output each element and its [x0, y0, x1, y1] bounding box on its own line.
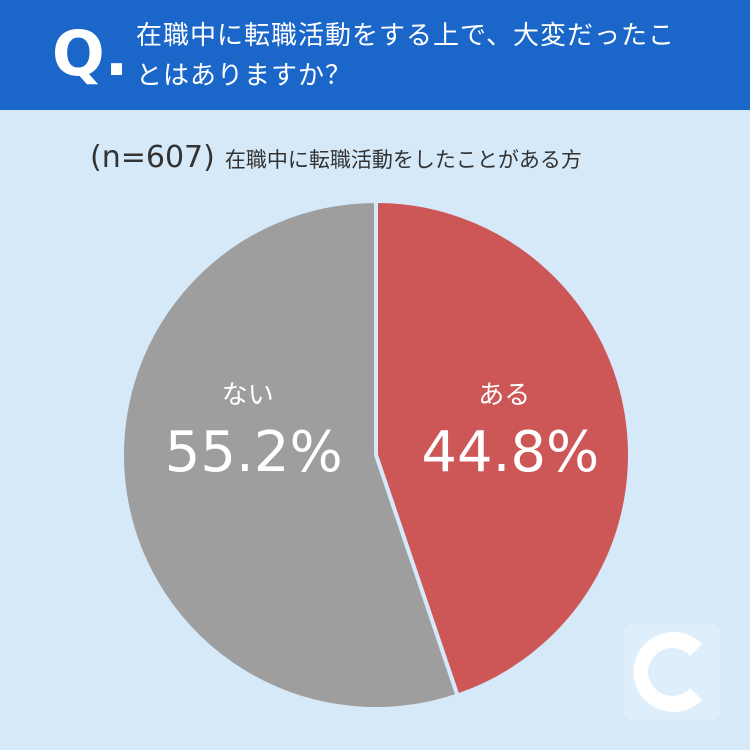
question: 在職中に転職活動をする上で、大変だったことはありますか？	[136, 21, 675, 91]
pie-slice	[120, 199, 460, 711]
subtitle: 在職中に転職活動をしたことがある方	[224, 148, 582, 172]
slice-label: ない	[222, 381, 274, 411]
sample-size: (n=607)	[90, 140, 215, 175]
value-label: 44.8%	[421, 420, 599, 485]
subtitle-row: (n=607) 在職中に転職活動をしたことがある方	[90, 140, 582, 175]
pie-slice	[374, 199, 632, 698]
badge: Q.	[52, 17, 129, 90]
value-label: 55.2%	[165, 420, 343, 485]
slice-label: ある	[478, 381, 530, 411]
header: Q. 在職中に転職活動をする上で、大変だったことはありますか？	[0, 0, 750, 110]
logo	[624, 624, 720, 720]
